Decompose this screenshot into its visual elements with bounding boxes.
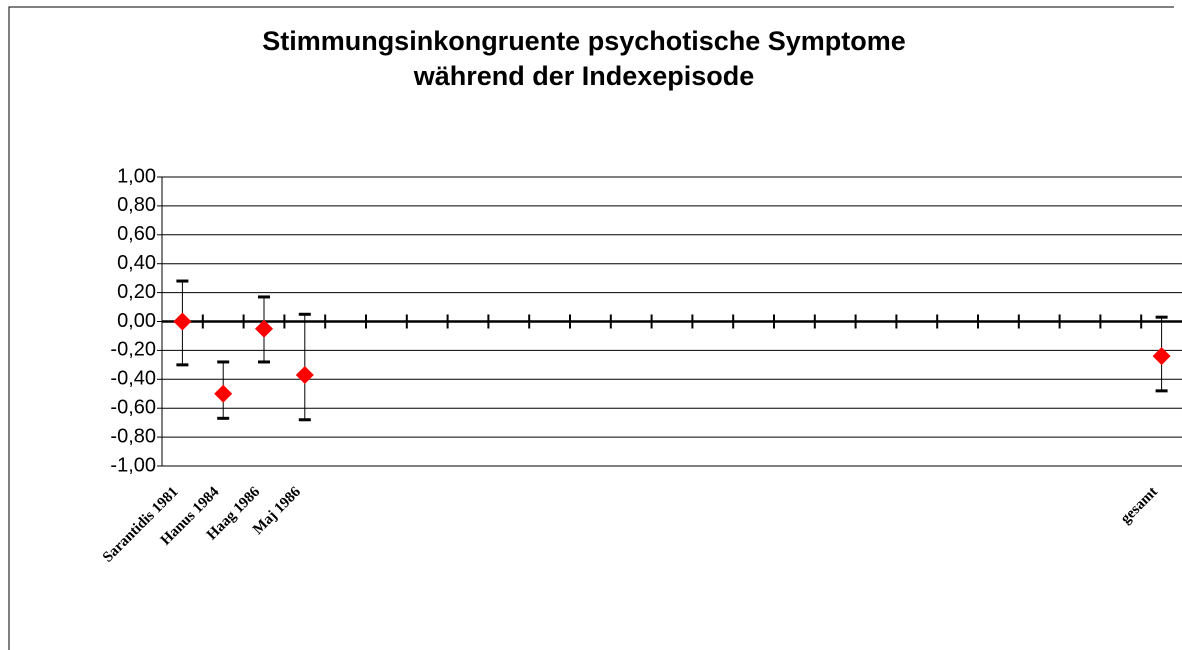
point — [214, 384, 233, 403]
chart-title: während der Indexepisode — [413, 61, 755, 91]
point — [295, 365, 314, 384]
point — [1152, 347, 1171, 366]
y-tick-label: -0,20 — [110, 339, 156, 361]
y-tick-label: 1,00 — [117, 165, 156, 187]
y-tick-label: 0,20 — [117, 281, 156, 303]
y-tick-label: -1,00 — [110, 454, 156, 476]
x-tick-label: gesamt — [1118, 484, 1161, 527]
point — [173, 312, 192, 331]
y-tick-label: -0,60 — [110, 396, 156, 418]
y-tick-label: 0,80 — [117, 194, 156, 216]
y-tick-label: -0,40 — [110, 368, 156, 390]
point — [255, 319, 273, 338]
y-tick-label: 0,60 — [117, 223, 156, 245]
y-tick-label: 0,40 — [117, 252, 156, 274]
chart-title: Stimmungsinkongruente psychotische Sympt… — [262, 26, 906, 56]
y-tick-label: 0,00 — [117, 310, 156, 332]
frame — [8, 6, 1174, 650]
y-tick-label: -0,80 — [110, 425, 156, 447]
